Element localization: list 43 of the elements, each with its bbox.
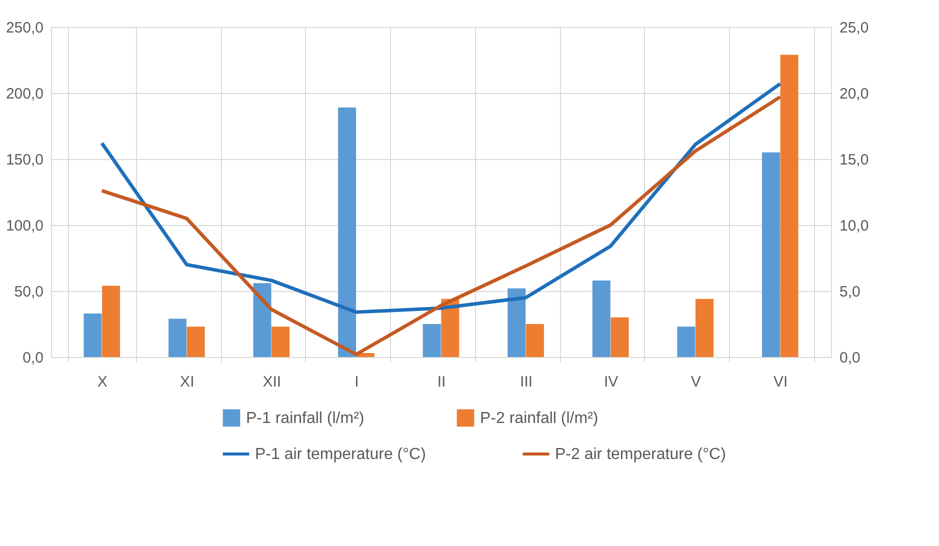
bar <box>610 317 629 357</box>
bar <box>168 318 186 357</box>
bar <box>696 298 714 357</box>
y2-tick-label: 25,0 <box>840 20 869 36</box>
y2-tick-label: 10,0 <box>840 218 869 234</box>
bar <box>253 283 272 357</box>
bar <box>272 326 290 357</box>
y2-tick-label: 5,0 <box>840 284 860 300</box>
legend-label: P-2 air temperature (°C) <box>555 446 726 463</box>
bar <box>508 288 526 357</box>
y-tick-label: 50,0 <box>14 284 44 300</box>
y-tick-label: 0,0 <box>22 350 44 366</box>
y2-tick-label: 0,0 <box>840 350 860 366</box>
y-tick-label: 150,0 <box>6 152 44 168</box>
x-tick-label: XI <box>180 374 194 390</box>
x-tick-label: V <box>690 374 701 390</box>
x-tick-label: III <box>520 374 533 390</box>
bar <box>186 326 205 357</box>
y-tick-label: 200,0 <box>6 86 44 102</box>
y-tick-label: 250,0 <box>6 20 44 36</box>
x-tick-label: VI <box>774 374 788 390</box>
y2-tick-label: 20,0 <box>840 86 869 102</box>
y2-tick-label: 15,0 <box>840 152 869 168</box>
bar <box>762 152 780 357</box>
bar <box>677 326 696 357</box>
line-series <box>100 82 782 314</box>
x-tick-label: II <box>437 374 446 390</box>
x-tick-label: IV <box>604 374 618 390</box>
x-tick-label: XII <box>262 374 282 390</box>
legend-label: P-1 air temperature (°C) <box>255 446 426 463</box>
bar <box>84 313 102 357</box>
bar <box>102 286 120 357</box>
bar <box>780 54 798 357</box>
bar <box>422 324 441 357</box>
legend-label: P-2 rainfall (l/m²) <box>480 410 598 427</box>
line-series <box>100 95 782 356</box>
legend-label: P-1 rainfall (l/m²) <box>246 410 364 427</box>
y-tick-label: 100,0 <box>6 218 44 234</box>
x-tick-label: I <box>354 374 359 390</box>
x-tick-label: X <box>97 374 108 390</box>
bar <box>526 324 544 357</box>
bar <box>592 280 610 357</box>
bar <box>338 108 356 357</box>
